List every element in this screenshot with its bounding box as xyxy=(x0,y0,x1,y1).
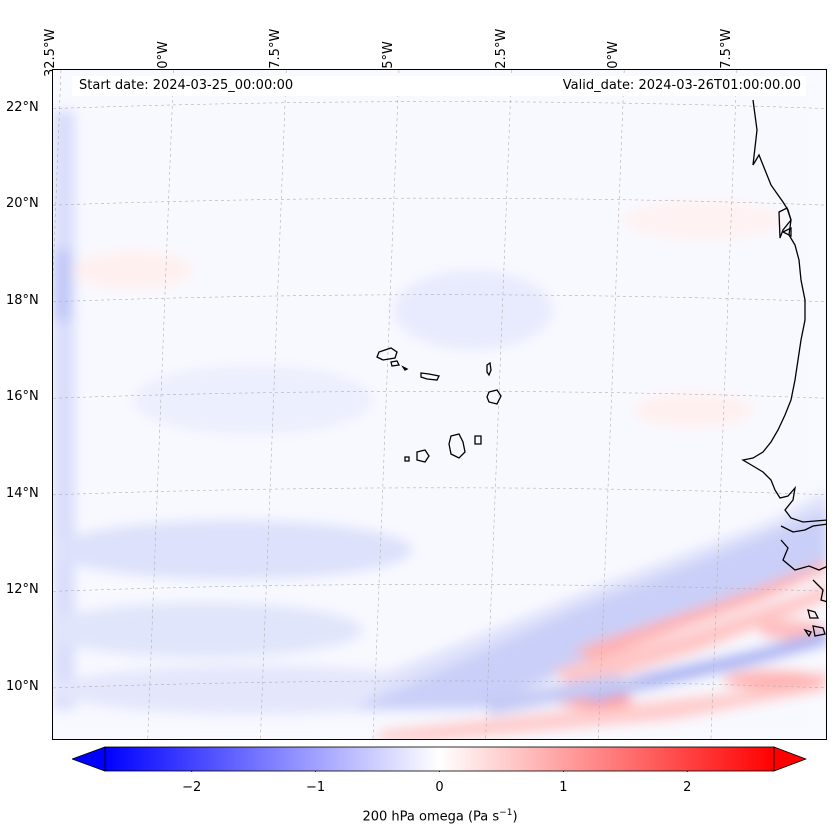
parallel-line xyxy=(53,294,826,303)
omega-field xyxy=(53,70,826,739)
start-date-label: Start date: 2024-03-25_00:00:00 xyxy=(79,78,294,93)
brava xyxy=(404,456,410,462)
colorbar-label: 200 hPa omega (Pa s−1) xyxy=(362,808,518,825)
meridian-line xyxy=(260,70,287,739)
sao-nicolau xyxy=(420,372,440,381)
lat-label: 22°N xyxy=(6,99,39,115)
parallel-line xyxy=(53,584,826,592)
gridlines xyxy=(53,70,826,739)
colorbar-tick-label: 2 xyxy=(683,780,692,795)
valid-date-label: Valid_date: 2024-03-26T01:00:00.00 xyxy=(562,78,801,93)
lat-label: 18°N xyxy=(6,292,39,308)
lat-label: 14°N xyxy=(6,485,39,501)
colorbar-extend-low xyxy=(72,746,106,772)
senegal-south-coast xyxy=(780,539,826,571)
parallel-line xyxy=(53,487,826,496)
cabo-verde-islands xyxy=(376,347,502,463)
parallel-line xyxy=(53,390,826,399)
map-canvas xyxy=(53,70,826,739)
bijagos-1 xyxy=(807,609,820,619)
sao-vicente xyxy=(390,360,400,367)
meridian-line xyxy=(372,70,400,739)
fogo xyxy=(416,449,430,463)
parallel-line xyxy=(53,680,826,689)
colorbar-tick-label: −2 xyxy=(182,780,202,795)
bijagos-3 xyxy=(803,628,812,638)
meridian-line xyxy=(147,70,174,739)
santo-antao xyxy=(376,347,398,361)
lat-label: 12°N xyxy=(6,582,39,598)
west-africa-coast xyxy=(741,99,826,523)
maio xyxy=(474,435,482,445)
lat-label: 20°N xyxy=(6,196,39,212)
guinea-bissau-coast xyxy=(812,579,826,603)
lat-label: 10°N xyxy=(6,678,39,694)
parallel-line xyxy=(53,101,826,109)
meridian-line xyxy=(598,70,625,739)
santa-luzia xyxy=(401,365,409,371)
coastline xyxy=(741,99,826,638)
colorbar-body xyxy=(104,746,775,772)
santiago xyxy=(448,433,466,459)
info-box xyxy=(72,76,806,96)
canary-coast-2 xyxy=(781,226,792,238)
canary-coast xyxy=(778,207,792,239)
lat-label: 16°N xyxy=(6,389,39,405)
gambia-coast xyxy=(780,523,826,533)
meridian-line xyxy=(485,70,512,739)
colorbar-tick-label: 0 xyxy=(435,780,444,795)
bijagos-2 xyxy=(812,625,826,637)
sal xyxy=(486,361,492,377)
meridian-line xyxy=(710,70,738,739)
parallel-line xyxy=(53,197,826,206)
colorbar-tick-label: −1 xyxy=(306,780,326,795)
boa-vista xyxy=(486,389,502,405)
colorbar-tick-label: 1 xyxy=(559,780,568,795)
colorbar-extend-high xyxy=(773,746,807,772)
map-panel xyxy=(52,69,827,740)
colorbar xyxy=(72,746,807,772)
